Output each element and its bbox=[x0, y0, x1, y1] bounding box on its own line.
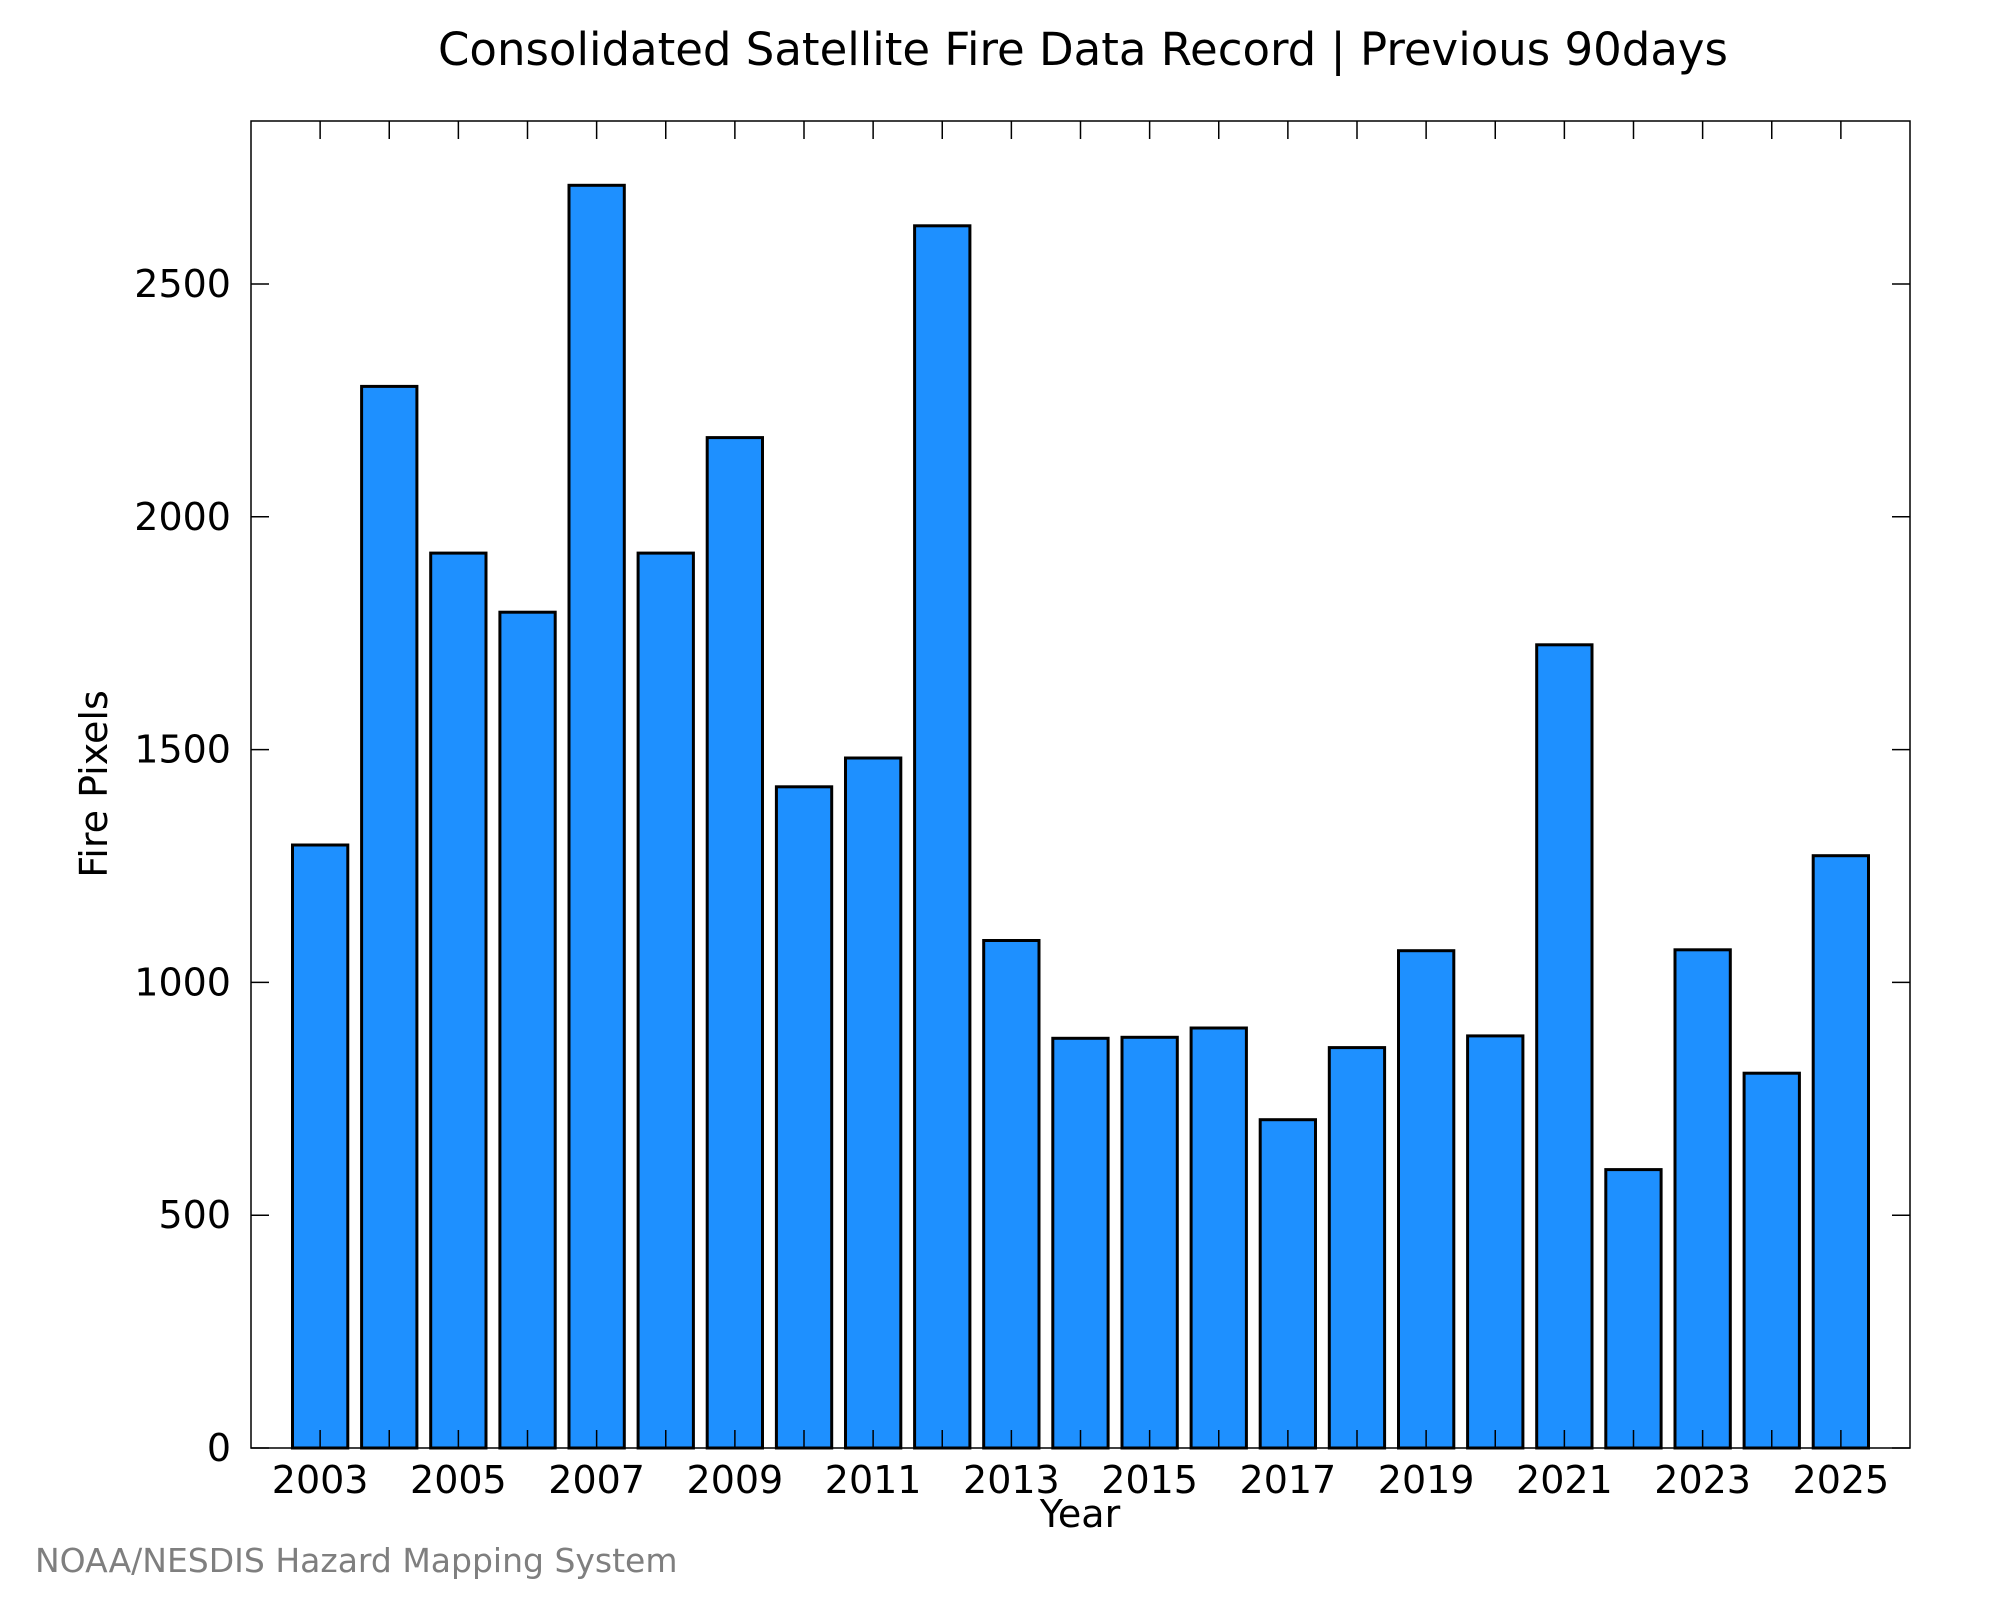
bar-2005 bbox=[429, 551, 488, 1450]
x-tick-label-2005: 2005 bbox=[410, 1458, 507, 1502]
y-tick-label-2500: 2500 bbox=[134, 262, 231, 306]
x-tick-label-2009: 2009 bbox=[687, 1458, 784, 1502]
plot-frame bbox=[250, 120, 1911, 1449]
x-tick-label-2025: 2025 bbox=[1793, 1458, 1890, 1502]
x-tick-label-2003: 2003 bbox=[272, 1458, 369, 1502]
bar-2011 bbox=[844, 756, 903, 1450]
bar-2013 bbox=[982, 939, 1041, 1450]
bar-2004 bbox=[360, 384, 419, 1450]
y-axis-label: Fire Pixels bbox=[72, 690, 116, 878]
ticks-group: 0 500 1000 1500 2000 2500 2003 2005 2007 2009 2011… bbox=[134, 121, 1910, 1502]
y-tick-label-0: 0 bbox=[207, 1426, 231, 1470]
bar-2012 bbox=[913, 224, 972, 1450]
bar-2015 bbox=[1120, 1035, 1179, 1450]
bar-2022 bbox=[1604, 1168, 1663, 1450]
bar-2003 bbox=[291, 843, 350, 1450]
x-tick-label-2013: 2013 bbox=[963, 1458, 1060, 1502]
bar-2016 bbox=[1189, 1026, 1248, 1450]
x-tick-label-2019: 2019 bbox=[1378, 1458, 1475, 1502]
bar-2021 bbox=[1535, 643, 1594, 1450]
bar-2008 bbox=[636, 551, 695, 1450]
x-tick-label-2023: 2023 bbox=[1654, 1458, 1751, 1502]
bar-2014 bbox=[1051, 1036, 1110, 1450]
x-tick-label-2011: 2011 bbox=[825, 1458, 922, 1502]
bar-2010 bbox=[774, 785, 834, 1450]
x-tick-label-2015: 2015 bbox=[1101, 1458, 1198, 1502]
x-axis-label: Year bbox=[1039, 1492, 1121, 1536]
bar-2024 bbox=[1742, 1071, 1801, 1450]
bar-2018 bbox=[1327, 1046, 1387, 1450]
x-tick-label-2017: 2017 bbox=[1240, 1458, 1337, 1502]
y-tick-label-1500: 1500 bbox=[134, 728, 231, 772]
y-tick-label-500: 500 bbox=[158, 1193, 231, 1237]
bar-2009 bbox=[705, 436, 765, 1450]
x-tick-label-2007: 2007 bbox=[548, 1458, 645, 1502]
bar-2023 bbox=[1673, 948, 1732, 1450]
y-tick-label-2000: 2000 bbox=[134, 495, 231, 539]
chart-title: Consolidated Satellite Fire Data Record … bbox=[438, 23, 1728, 76]
bar-2019 bbox=[1397, 949, 1456, 1450]
bar-2020 bbox=[1466, 1034, 1525, 1450]
x-tick-label-2021: 2021 bbox=[1516, 1458, 1613, 1502]
bar-2017 bbox=[1258, 1118, 1317, 1450]
bar-2006 bbox=[498, 610, 557, 1450]
bars-group bbox=[291, 183, 1870, 1450]
credit-text: NOAA/NESDIS Hazard Mapping System bbox=[35, 1541, 678, 1580]
y-tick-label-1000: 1000 bbox=[134, 960, 231, 1004]
bar-2025 bbox=[1811, 854, 1870, 1450]
bar-2007 bbox=[567, 183, 626, 1450]
